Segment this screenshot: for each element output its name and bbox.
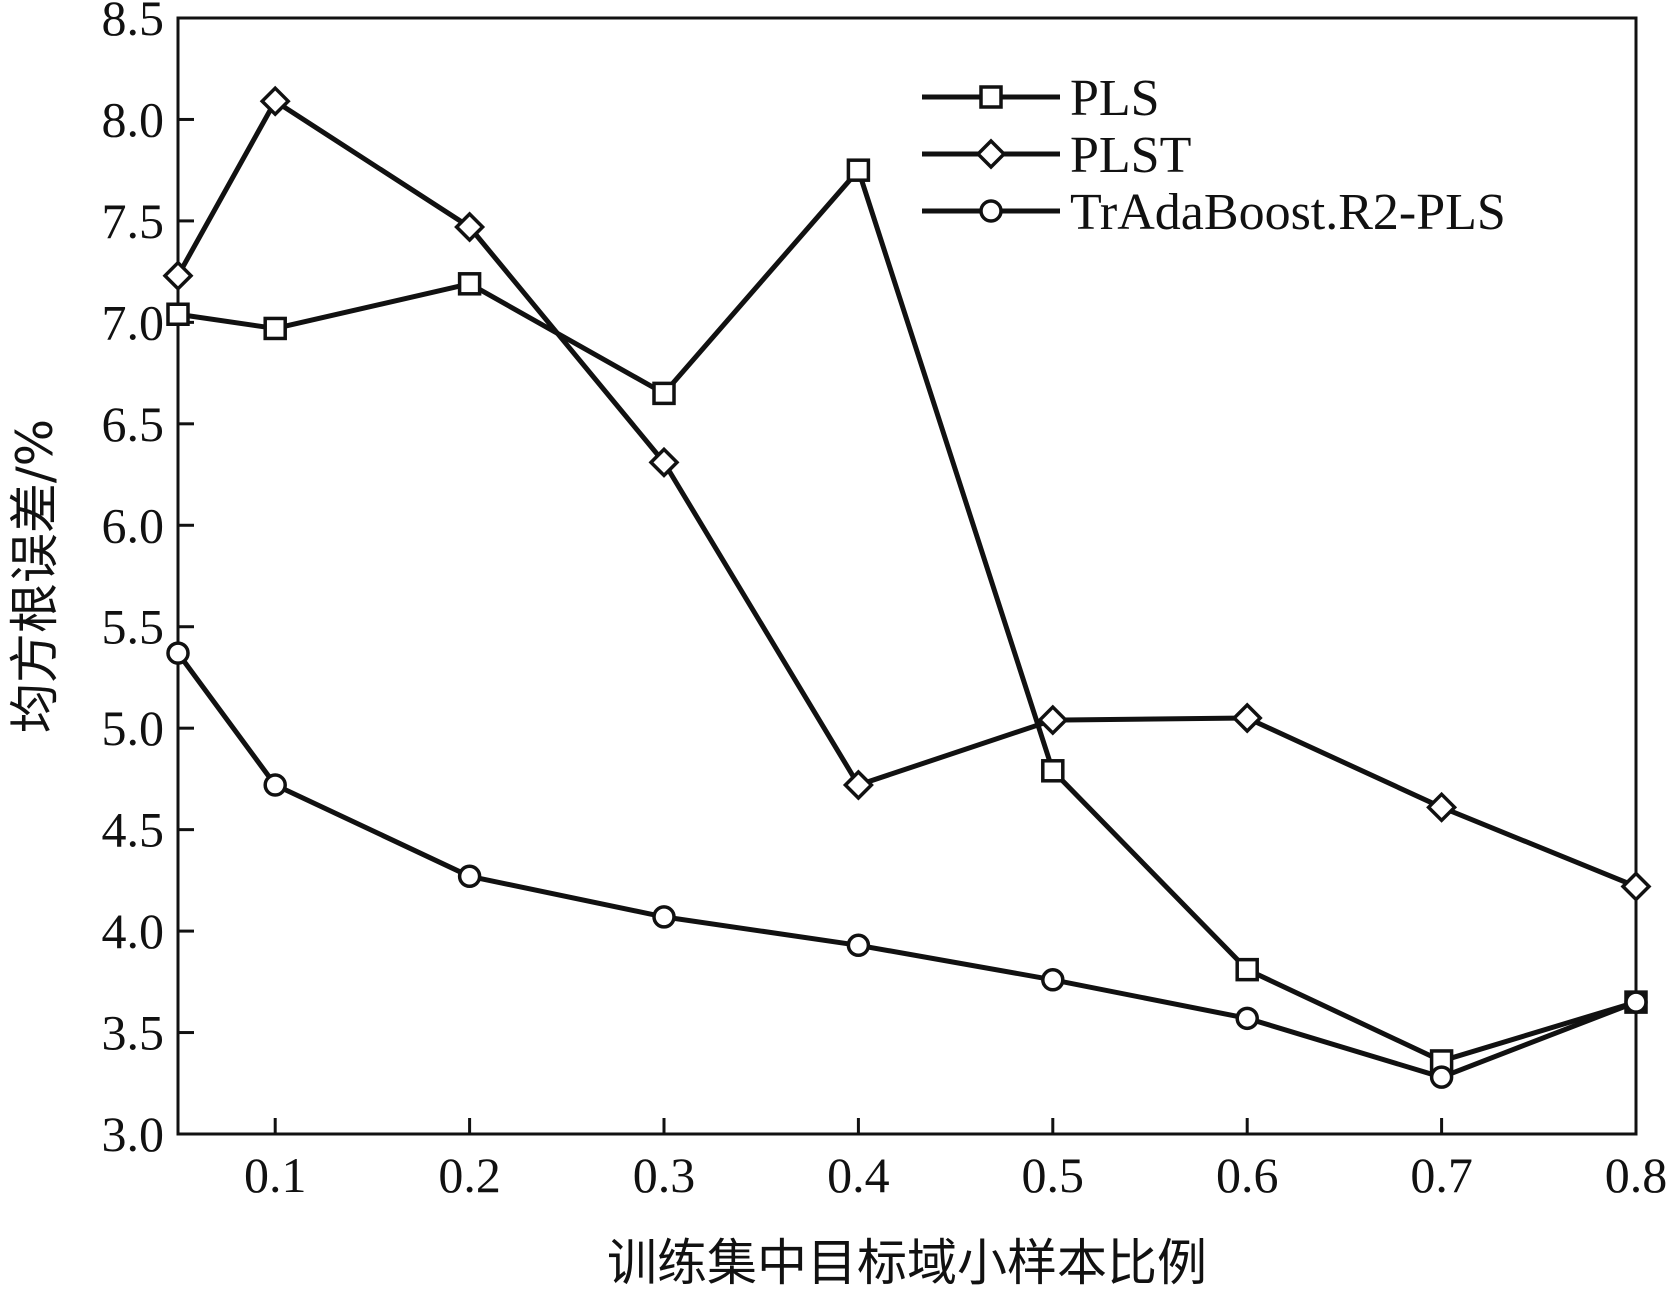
data-point <box>846 933 871 958</box>
data-point <box>1235 957 1259 982</box>
legend-label: PLS <box>1070 70 1160 127</box>
y-tick-label: 4.0 <box>102 903 165 959</box>
y-tick-label: 4.5 <box>102 802 165 858</box>
x-tick-label: 0.6 <box>1216 1147 1279 1203</box>
x-tick-label: 0.8 <box>1605 1147 1668 1203</box>
data-point <box>1235 1006 1259 1031</box>
y-tick-label: 3.0 <box>102 1106 165 1162</box>
data-point <box>162 260 194 292</box>
data-point <box>259 85 291 117</box>
data-point <box>1620 870 1652 902</box>
legend-marker <box>979 199 1003 223</box>
data-point <box>842 769 874 801</box>
data-point <box>652 381 676 406</box>
x-tick-label: 0.7 <box>1410 1147 1473 1203</box>
x-tick-label: 0.4 <box>827 1147 890 1203</box>
data-point <box>263 316 287 341</box>
data-point <box>166 641 190 665</box>
legend-item: PLS <box>922 70 1160 127</box>
x-tick-label: 0.5 <box>1022 1147 1085 1203</box>
legend-marker <box>975 138 1007 170</box>
data-point <box>166 302 190 326</box>
data-point <box>457 864 482 889</box>
data-point <box>1231 702 1263 734</box>
series-circle <box>166 641 1648 1089</box>
x-tick-label: 0.3 <box>633 1147 696 1203</box>
plot-frame <box>176 16 1638 1136</box>
series-layer <box>162 85 1652 1089</box>
data-point <box>1624 990 1648 1014</box>
y-axis: 3.0 3.5 4.0 4.5 5.0 5.5 6.0 6.5 7.0 7.5 8.0 8.5 <box>102 0 194 1162</box>
data-point <box>1041 759 1065 783</box>
series-diamond <box>162 85 1652 902</box>
legend-item: PLST <box>922 127 1191 184</box>
data-point <box>1041 968 1065 992</box>
legend-label: PLST <box>1070 127 1191 184</box>
series-line <box>175 651 1637 1080</box>
legend-item: TrAdaBoost.R2-PLS <box>922 184 1506 241</box>
y-tick-label: 5.0 <box>102 700 165 756</box>
data-point <box>846 158 871 182</box>
x-axis-title: 训练集中目标域小样本比例 <box>607 1234 1207 1290</box>
x-tick-label: 0.2 <box>438 1147 501 1203</box>
y-tick-label: 3.5 <box>102 1005 165 1061</box>
y-tick-label: 6.0 <box>102 497 165 553</box>
data-point <box>1426 791 1458 823</box>
y-tick-label: 7.5 <box>102 193 165 249</box>
data-point <box>648 446 680 478</box>
y-axis-title: 均方根误差/% <box>6 419 64 733</box>
data-point <box>454 211 486 243</box>
legend-label: TrAdaBoost.R2-PLS <box>1070 184 1506 241</box>
series-line <box>177 167 1637 1064</box>
x-axis: 0.1 0.2 0.3 0.4 0.5 0.6 0.7 0.8 <box>244 1118 1667 1203</box>
data-point <box>652 905 676 929</box>
y-tick-label: 8.5 <box>102 0 165 46</box>
data-point <box>263 773 287 797</box>
data-point <box>1429 1065 1454 1089</box>
data-point <box>457 272 482 296</box>
y-tick-label: 6.5 <box>102 396 165 452</box>
y-tick-label: 7.0 <box>102 294 165 350</box>
data-point <box>1037 704 1069 736</box>
legend-marker <box>979 85 1003 109</box>
y-tick-label: 5.5 <box>102 599 165 655</box>
series-square <box>166 158 1648 1073</box>
y-tick-label: 8.0 <box>102 91 165 147</box>
x-tick-label: 0.1 <box>244 1147 307 1203</box>
